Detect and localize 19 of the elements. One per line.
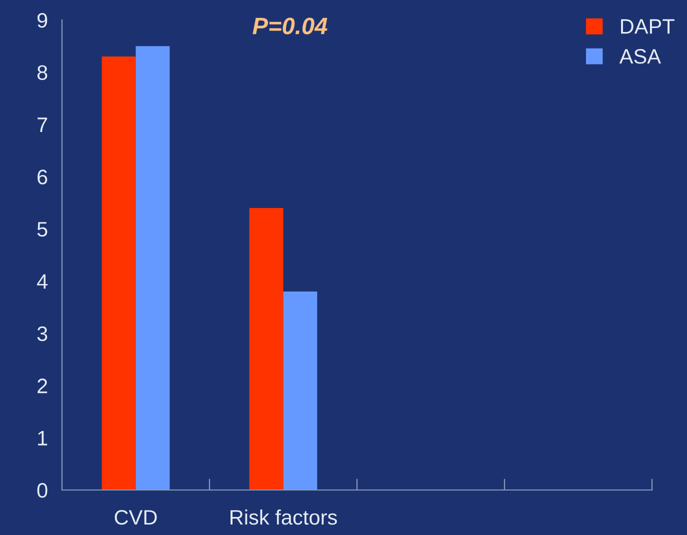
y-tick-label: 8 [37,65,48,80]
y-tick-label: 0 [37,483,48,498]
annotation: P=0.04 [252,18,328,34]
x-tick-label: CVD [114,510,157,525]
legend-label: ASA [619,49,661,64]
y-tick-label: 2 [38,378,48,394]
x-tick-label: Risk factors [230,509,337,525]
y-tick-label: 7 [38,118,48,132]
legend-label: DAPT [621,19,674,34]
bar [283,292,318,490]
bar [136,46,170,490]
bar [249,208,284,490]
y-tick-label: 6 [38,170,48,184]
y-tick-label: 4 [37,274,48,289]
y-tick-label: 5 [37,222,48,237]
y-tick-label: 1 [38,430,48,446]
y-tick-label: 9 [38,13,48,28]
y-tick-label: 3 [37,326,48,342]
bar [102,56,136,490]
